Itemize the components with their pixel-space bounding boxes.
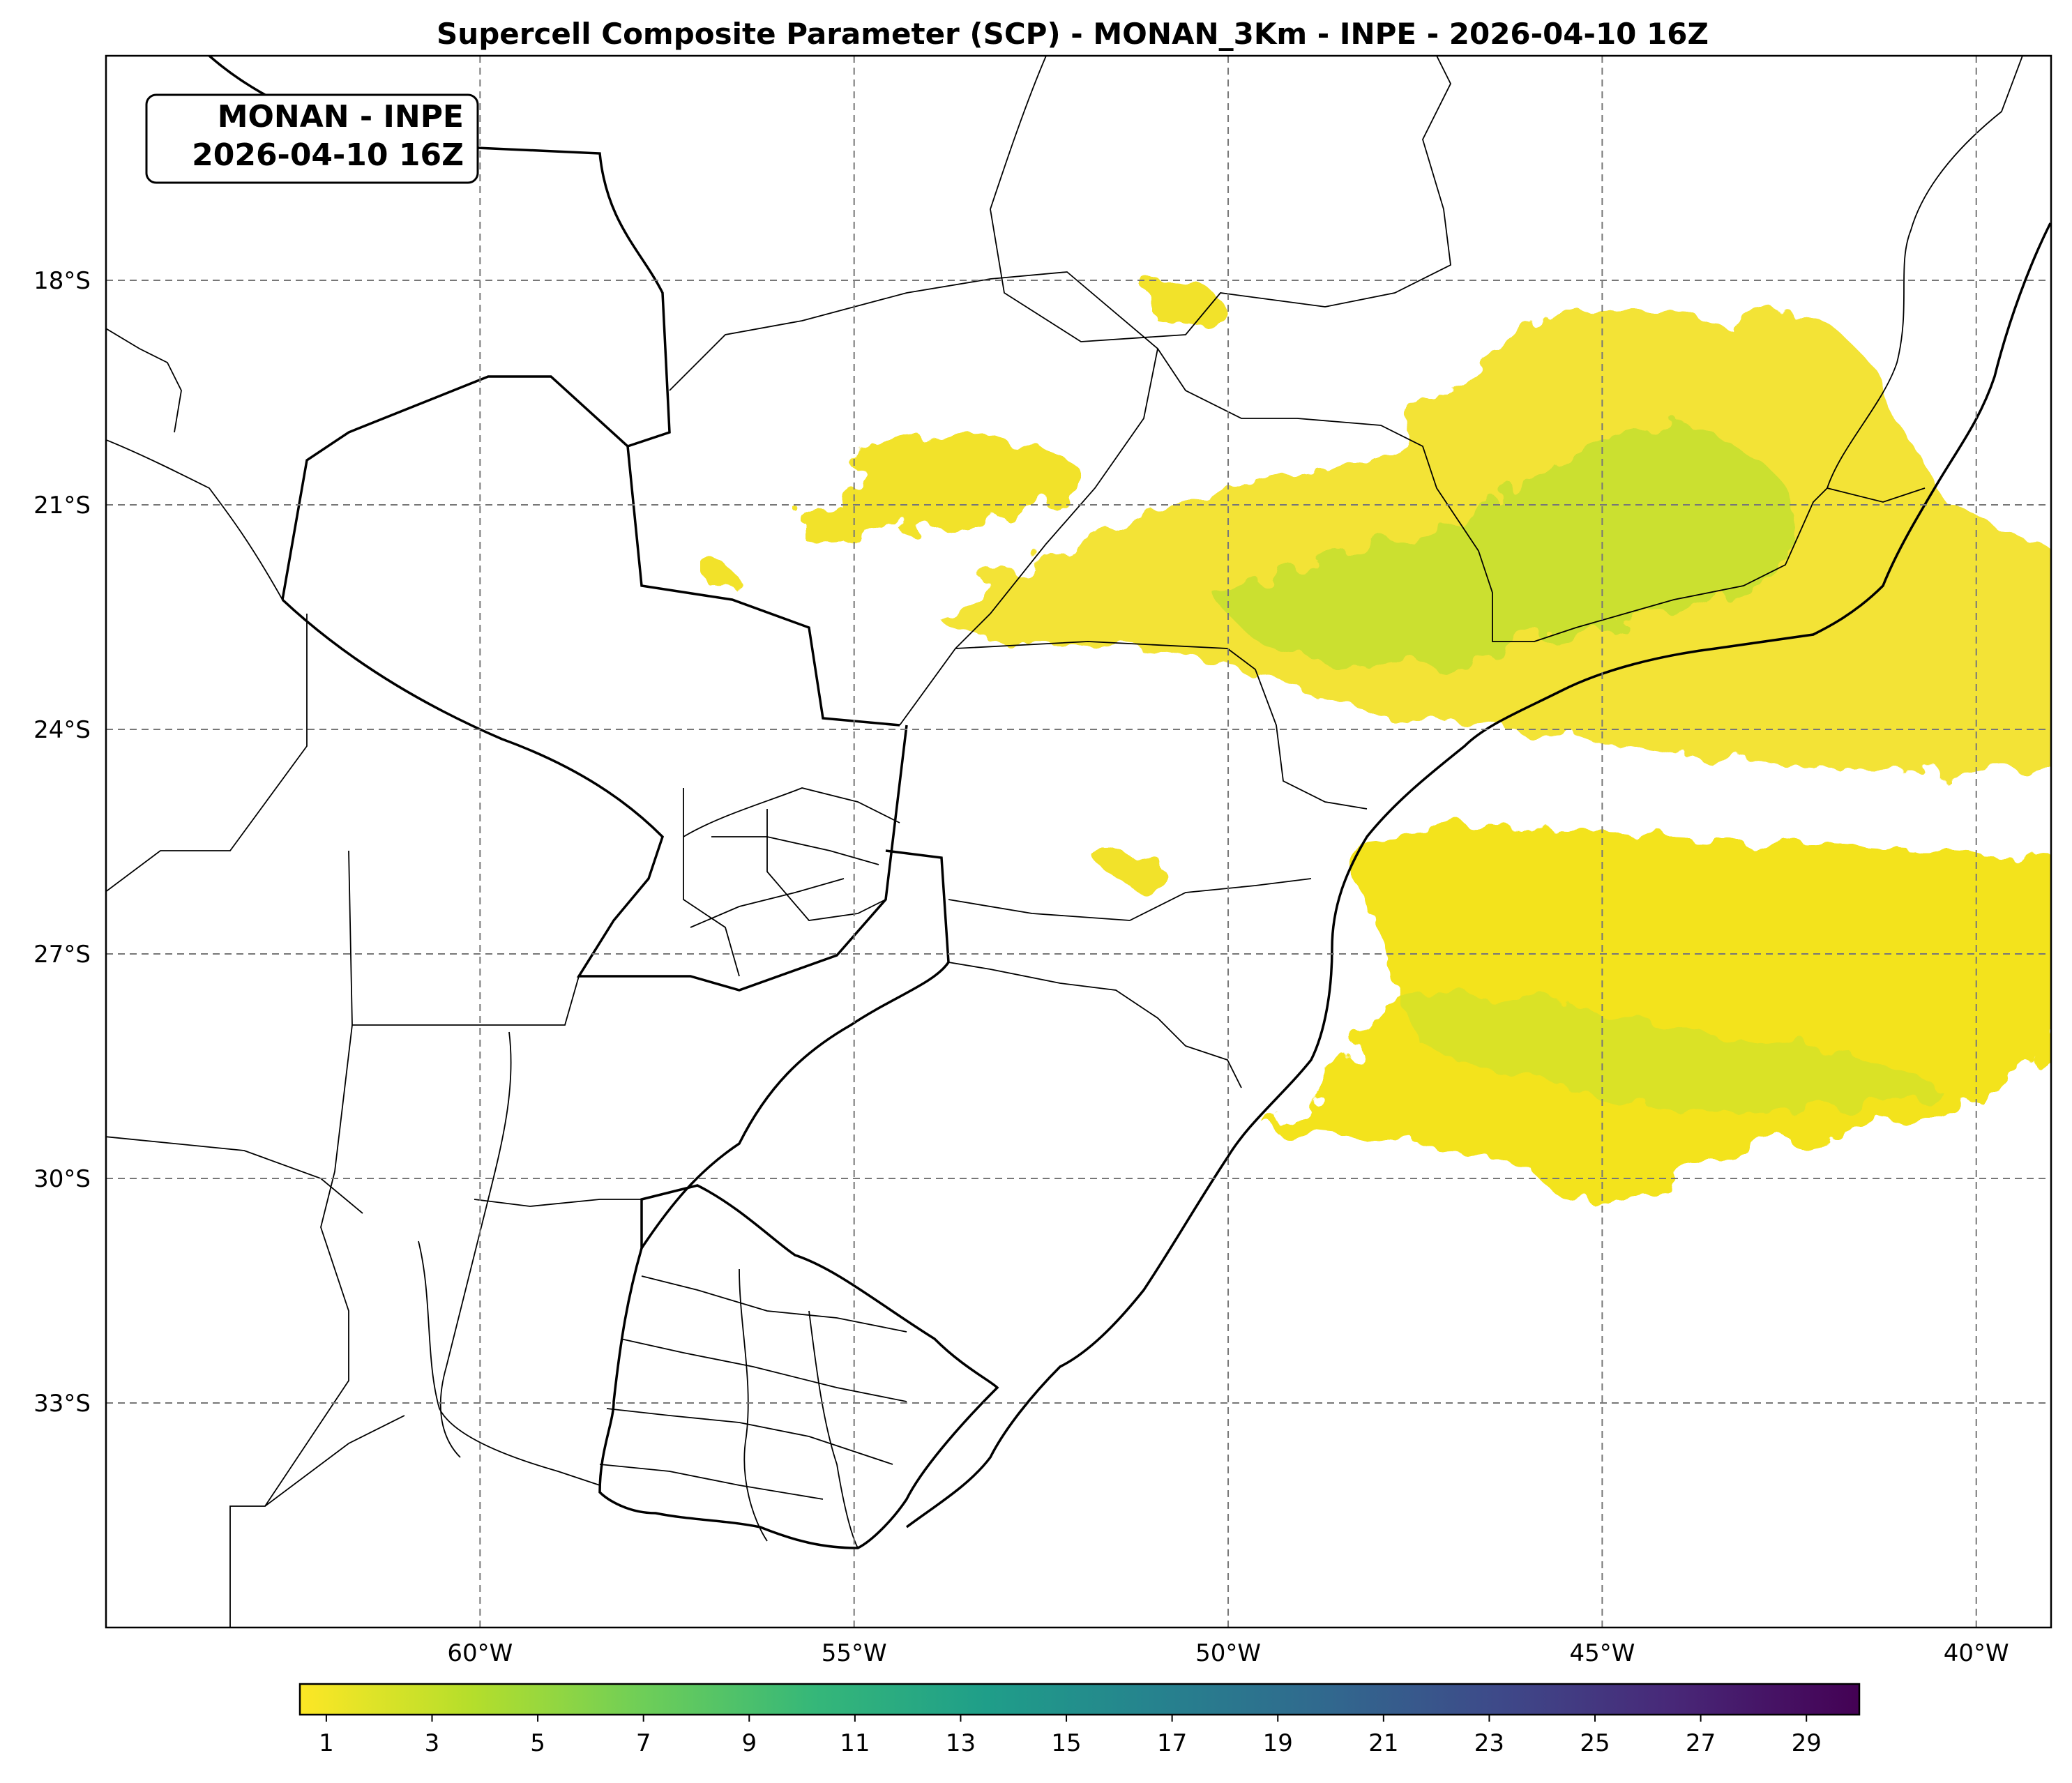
lat-tick-label: 30°S xyxy=(33,1165,91,1193)
colorbar-tick-label: 5 xyxy=(530,1729,545,1757)
colorbar-tick-label: 7 xyxy=(636,1729,651,1757)
scp-field-west-fragment-5 xyxy=(1095,851,1166,886)
state-line xyxy=(418,1240,600,1486)
state-line xyxy=(229,1024,353,1628)
state-line xyxy=(683,788,740,977)
state-line xyxy=(106,1136,363,1214)
chart-title: Supercell Composite Parameter (SCP) - MO… xyxy=(437,17,1709,51)
colorbar-tick-label: 19 xyxy=(1263,1729,1293,1757)
state-line xyxy=(606,1408,893,1465)
scp-field-west-fragment-1 xyxy=(842,437,1077,533)
colorbar-tick-label: 21 xyxy=(1368,1729,1398,1757)
state-line xyxy=(474,1199,642,1207)
lon-tick-label: 60°W xyxy=(447,1639,513,1667)
brazil-coastline xyxy=(905,222,2051,1528)
state-line xyxy=(948,878,1312,921)
colorbar-tick-label: 29 xyxy=(1792,1729,1822,1757)
lat-tick-label: 24°S xyxy=(33,716,91,744)
uruguay-border xyxy=(598,1184,999,1549)
lon-tick-labels: 60°W 55°W 50°W 45°W 40°W xyxy=(447,1639,2009,1667)
lat-tick-labels: 18°S 21°S 24°S 27°S 30°S 33°S xyxy=(33,267,91,1418)
state-line xyxy=(264,1415,405,1507)
colorbar-tick-label: 15 xyxy=(1051,1729,1081,1757)
boundaries xyxy=(106,56,2051,1628)
colorbar-tick-label: 25 xyxy=(1580,1729,1610,1757)
state-line xyxy=(106,614,308,893)
state-line xyxy=(990,56,1452,342)
state-line xyxy=(439,1031,512,1458)
scp-field-west-fragment-2 xyxy=(802,508,865,547)
colorbar-tick-label: 1 xyxy=(319,1729,334,1757)
scp-field-south-band xyxy=(1269,828,2051,1201)
scp-field-south-core xyxy=(1395,990,1939,1111)
state-line xyxy=(711,836,879,865)
info-badge: MONAN - INPE 2026-04-10 16Z xyxy=(145,93,479,184)
colorbar-tick-label: 17 xyxy=(1157,1729,1187,1757)
lon-tick-label: 40°W xyxy=(1944,1639,2009,1667)
lat-tick-label: 27°S xyxy=(33,941,91,969)
info-badge-box xyxy=(145,93,479,184)
colorbar-tick-label: 3 xyxy=(425,1729,440,1757)
state-line xyxy=(641,1275,907,1333)
state-line xyxy=(766,809,886,921)
colorbar-tick-label: 27 xyxy=(1686,1729,1716,1757)
scp-field-west-fragment-4 xyxy=(1151,284,1227,324)
map-frame xyxy=(105,54,2052,1629)
state-line xyxy=(1827,56,2023,489)
state-line xyxy=(106,439,283,600)
state-line xyxy=(1157,348,1926,642)
state-line xyxy=(690,878,845,928)
badge-line-2: 2026-04-10 16Z xyxy=(192,137,464,173)
lat-tick-label: 33°S xyxy=(33,1390,91,1418)
state-line xyxy=(348,850,580,1026)
state-line xyxy=(808,1310,859,1549)
colorbar: 1 3 5 7 9 11 13 15 17 19 21 23 25 27 29 xyxy=(298,1683,1861,1757)
state-line xyxy=(955,641,1368,810)
map-panel xyxy=(106,56,2051,1628)
colorbar-tick-label: 13 xyxy=(946,1729,976,1757)
scp-field-west-fragment-3 xyxy=(710,570,741,595)
badge-line-1: MONAN - INPE xyxy=(218,99,464,135)
gridlines xyxy=(106,56,2051,1628)
state-line xyxy=(683,787,900,837)
state-line xyxy=(620,1338,907,1402)
colorbar-tick-label: 11 xyxy=(840,1729,870,1757)
lat-tick-label: 18°S xyxy=(33,267,91,295)
state-line xyxy=(599,1464,824,1500)
colorbar-ticks: 1 3 5 7 9 11 13 15 17 19 21 23 25 27 29 xyxy=(319,1715,1822,1757)
state-line xyxy=(948,962,1242,1088)
paraguay-argentina-border xyxy=(281,598,908,992)
lon-tick-label: 45°W xyxy=(1569,1639,1635,1667)
colorbar-gradient xyxy=(298,1683,1861,1716)
state-line xyxy=(106,328,182,433)
bolivia-paraguay-border xyxy=(281,375,900,727)
lat-tick-label: 21°S xyxy=(33,492,91,519)
lon-tick-label: 50°W xyxy=(1195,1639,1261,1667)
state-line xyxy=(739,1268,768,1542)
lon-tick-label: 55°W xyxy=(822,1639,887,1667)
colorbar-tick-label: 9 xyxy=(741,1729,757,1757)
state-lines xyxy=(106,56,2023,1628)
colorbar-tick-label: 23 xyxy=(1474,1729,1504,1757)
